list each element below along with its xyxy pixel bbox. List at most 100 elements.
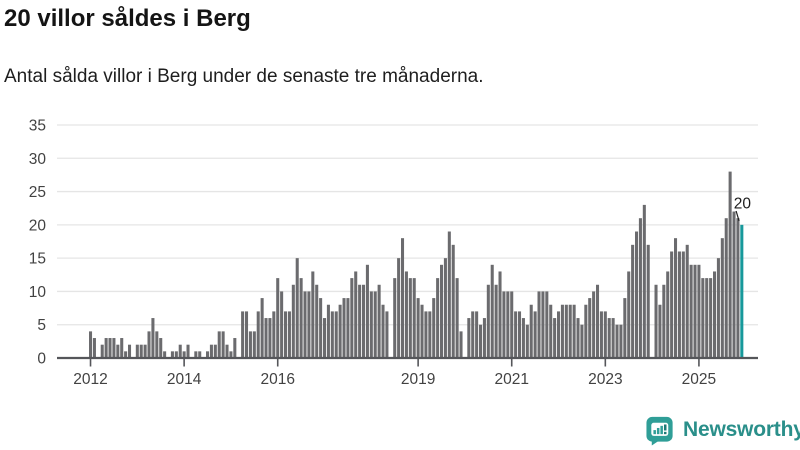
- bar: [607, 318, 611, 358]
- bar: [459, 331, 463, 358]
- highlight-bar: [740, 224, 744, 358]
- bar: [315, 284, 319, 358]
- bar: [323, 318, 327, 358]
- bar: [693, 264, 697, 358]
- bar: [475, 311, 479, 358]
- bar: [342, 298, 346, 358]
- bar: [580, 324, 584, 358]
- bar: [163, 351, 167, 358]
- bar: [584, 304, 588, 358]
- bar: [533, 311, 537, 358]
- bar: [709, 278, 713, 358]
- bar: [120, 338, 124, 358]
- bar: [436, 278, 440, 358]
- bar: [658, 304, 662, 358]
- bar: [424, 311, 428, 358]
- bar: [596, 284, 600, 358]
- bar: [455, 278, 459, 358]
- bar: [619, 324, 623, 358]
- y-axis-tick-label: 30: [29, 151, 47, 168]
- last-value-annotation: 20: [734, 196, 751, 222]
- bar: [564, 304, 568, 358]
- y-axis-tick-label: 15: [29, 251, 46, 268]
- bar: [393, 278, 397, 358]
- y-axis-tick-label: 10: [29, 284, 47, 301]
- bar: [186, 344, 190, 358]
- x-axis-tick-label: 2023: [588, 371, 622, 388]
- bar: [245, 311, 249, 358]
- bar: [209, 344, 213, 358]
- bar: [654, 284, 658, 358]
- bar: [521, 318, 525, 358]
- bar: [135, 344, 139, 358]
- bar: [482, 318, 486, 358]
- bar: [471, 311, 475, 358]
- bar: [408, 278, 412, 358]
- bar: [287, 311, 291, 358]
- bar: [588, 298, 592, 358]
- bar: [334, 311, 338, 358]
- bar: [346, 298, 350, 358]
- bar: [272, 311, 276, 358]
- bar: [354, 271, 358, 358]
- bar: [284, 311, 288, 358]
- bar: [440, 264, 444, 358]
- bar: [553, 318, 557, 358]
- bar: [568, 304, 572, 358]
- bar: [116, 344, 120, 358]
- page-title: 20 villor såldes i Berg: [4, 5, 251, 32]
- chart-subtitle: Antal sålda villor i Berg under de senas…: [4, 66, 484, 87]
- bar: [155, 331, 159, 358]
- bar: [326, 304, 330, 358]
- x-axis-tick-label: 2025: [682, 371, 716, 388]
- bar: [541, 291, 545, 358]
- bar: [139, 344, 143, 358]
- bar: [525, 324, 529, 358]
- y-axis-labels: 0 5 10 15 20 25 30 35: [29, 118, 47, 368]
- bar: [358, 284, 362, 358]
- bar: [213, 344, 217, 358]
- bar: [674, 238, 678, 358]
- bar: [642, 204, 646, 358]
- bar: [362, 284, 366, 358]
- newsworthy-bars-speech-bubble-icon: [646, 416, 673, 445]
- bar: [350, 278, 354, 358]
- bar: [307, 291, 311, 358]
- bar: [170, 351, 174, 358]
- bar: [369, 291, 373, 358]
- bar: [225, 344, 229, 358]
- bar: [689, 264, 693, 358]
- bar: [124, 351, 128, 358]
- bar: [560, 304, 564, 358]
- bar: [104, 338, 108, 358]
- bar: [502, 291, 506, 358]
- bar: [206, 351, 210, 358]
- x-axis-ticks-labels: 2012 2014 2016 2019 2021 2023 2025: [73, 359, 716, 388]
- bar: [100, 344, 104, 358]
- bar: [549, 304, 553, 358]
- bar: [666, 271, 670, 358]
- bar: [182, 351, 186, 358]
- bar: [506, 291, 510, 358]
- newsworthy-wordmark: Newsworthy: [683, 417, 800, 441]
- bar: [514, 311, 518, 358]
- bar: [303, 291, 307, 358]
- bar: [229, 351, 233, 358]
- x-axis-tick-label: 2012: [73, 371, 107, 388]
- bar: [592, 291, 596, 358]
- bar: [432, 298, 436, 358]
- newsworthy-logo-link[interactable]: Newsworthy: [645, 413, 800, 446]
- bar: [420, 304, 424, 358]
- bar: [385, 311, 389, 358]
- bar: [404, 271, 408, 358]
- bar: [635, 231, 639, 358]
- bar: [498, 271, 502, 358]
- bar: [159, 338, 163, 358]
- bar: [638, 218, 642, 358]
- bar: [174, 351, 178, 358]
- bar: [291, 284, 295, 358]
- bar: [697, 264, 701, 358]
- bar: [295, 258, 299, 358]
- bar: [736, 218, 740, 358]
